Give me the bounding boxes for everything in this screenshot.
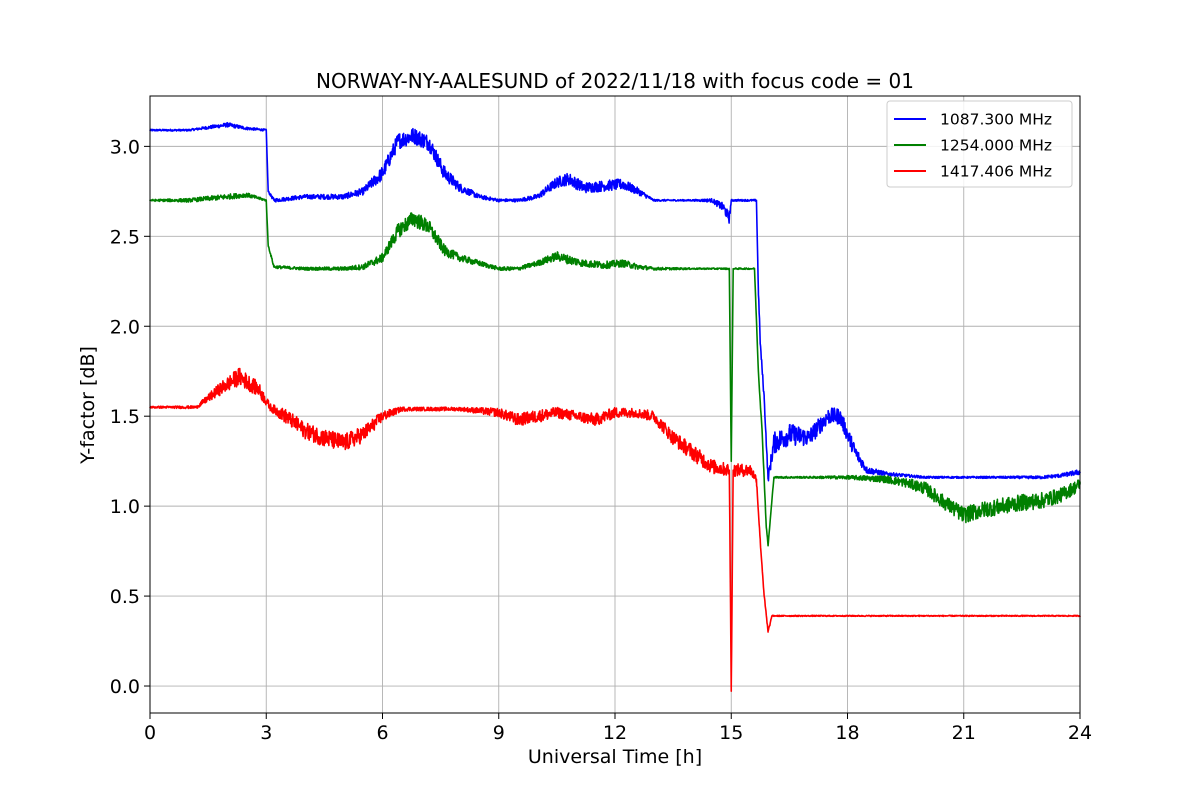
legend-label-3: 1417.406 MHz bbox=[940, 163, 1052, 181]
legend-label-2: 1254.000 MHz bbox=[940, 137, 1052, 155]
x-tick-label: 15 bbox=[719, 722, 743, 744]
x-axis-label: Universal Time [h] bbox=[528, 746, 702, 768]
y-tick-label: 1.0 bbox=[110, 496, 140, 518]
x-tick-label: 9 bbox=[493, 722, 505, 744]
x-tick-label: 6 bbox=[376, 722, 388, 744]
legend-box bbox=[886, 100, 1073, 188]
y-tick-label: 1.5 bbox=[110, 406, 140, 428]
x-tick-label: 21 bbox=[952, 722, 976, 744]
series-line-2 bbox=[149, 192, 1081, 547]
series-line-3 bbox=[149, 367, 1081, 692]
x-tick-label: 0 bbox=[144, 722, 156, 744]
series-group bbox=[149, 121, 1081, 692]
y-tick-label: 3.0 bbox=[110, 136, 140, 158]
legend-label-1: 1087.300 MHz bbox=[940, 111, 1052, 129]
y-axis-label: Y-factor [dB] bbox=[77, 346, 99, 465]
y-tick-label: 0.0 bbox=[110, 676, 140, 698]
x-tick-label: 24 bbox=[1068, 722, 1092, 744]
x-tick-label: 12 bbox=[603, 722, 627, 744]
y-tick-label: 2.0 bbox=[110, 316, 140, 338]
y-tick-label: 2.5 bbox=[110, 226, 140, 248]
x-tick-label: 3 bbox=[260, 722, 272, 744]
x-tick-label: 18 bbox=[835, 722, 859, 744]
chart-title: NORWAY-NY-AALESUND of 2022/11/18 with fo… bbox=[316, 69, 914, 93]
legend: 1087.300 MHz 1254.000 MHz 1417.406 MHz bbox=[886, 100, 1073, 188]
series-line-1 bbox=[149, 121, 1081, 482]
y-tick-label: 0.5 bbox=[110, 586, 140, 608]
axis-ticks: 0 3 6 9 12 15 18 21 24 0.0 0.5 1.0 1.5 2.0 2.5 3.0 bbox=[110, 136, 1092, 744]
